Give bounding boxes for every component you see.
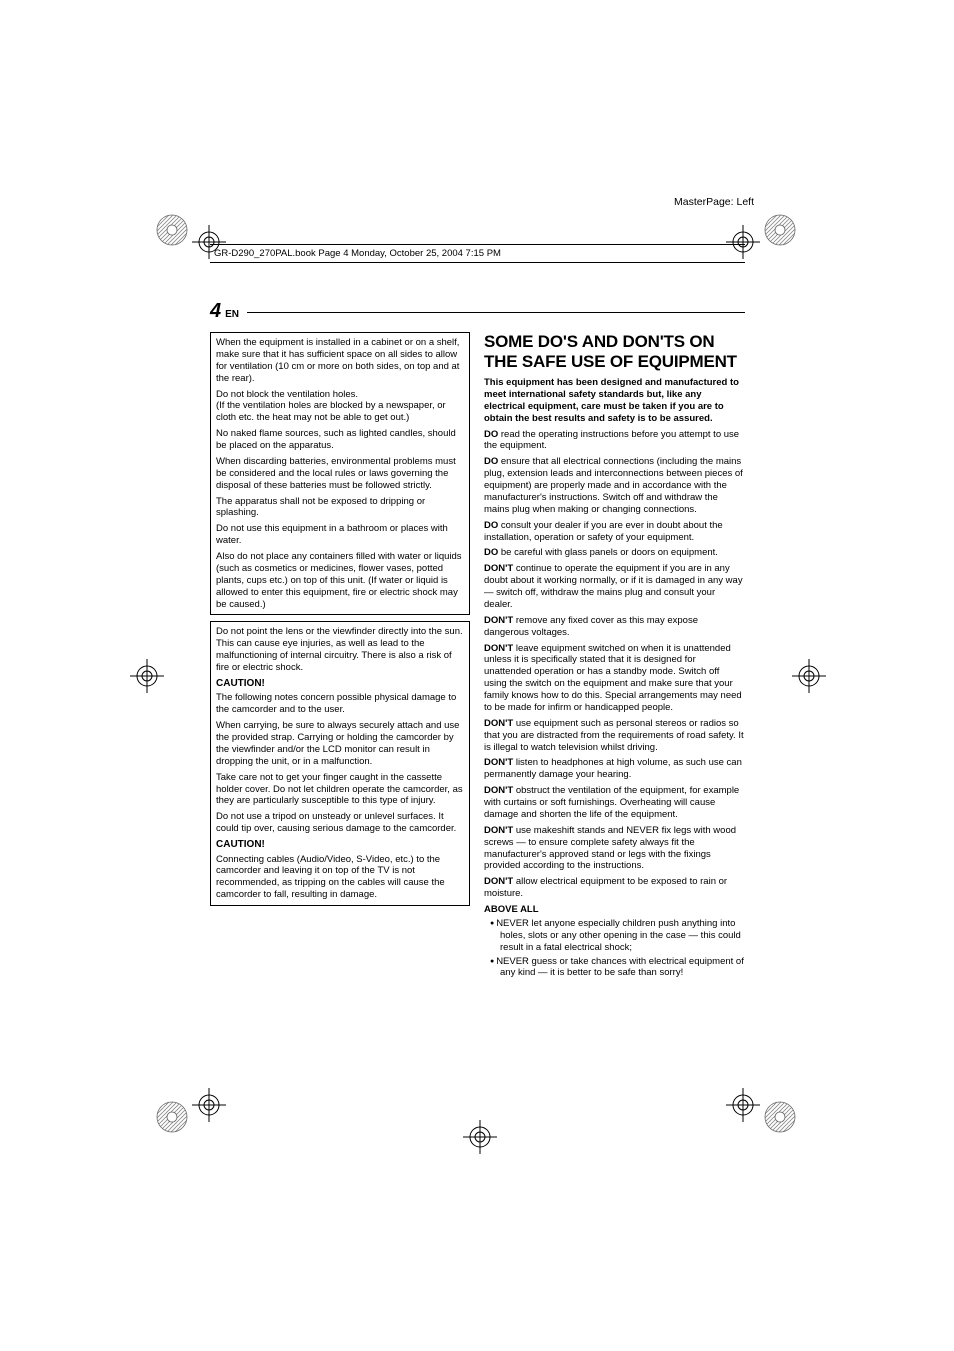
- dont-item: DON'T listen to headphones at high volum…: [484, 757, 744, 781]
- dont-item: DON'T remove any fixed cover as this may…: [484, 615, 744, 639]
- para: Connecting cables (Audio/Video, S-Video,…: [216, 854, 464, 902]
- para: Take care not to get your finger caught …: [216, 772, 464, 808]
- right-column: SOME DO'S AND DON'TS ON THE SAFE USE OF …: [484, 332, 744, 981]
- do-item: DO ensure that all electrical connection…: [484, 456, 744, 515]
- hatched-registration-mark: [155, 1100, 189, 1134]
- caution-heading: CAUTION!: [216, 839, 464, 852]
- dont-item: DON'T use equipment such as personal ste…: [484, 718, 744, 754]
- para: No naked flame sources, such as lighted …: [216, 428, 464, 452]
- above-all-heading: ABOVE ALL: [484, 904, 744, 916]
- do-item: DO be careful with glass panels or doors…: [484, 547, 744, 559]
- dont-item: DON'T use makeshift stands and NEVER fix…: [484, 825, 744, 873]
- do-item: DO consult your dealer if you are ever i…: [484, 520, 744, 544]
- horizontal-rule: [247, 312, 745, 313]
- para: Also do not place any containers filled …: [216, 551, 464, 610]
- para: When the equipment is installed in a cab…: [216, 337, 464, 385]
- para: When carrying, be sure to always securel…: [216, 720, 464, 768]
- hatched-registration-mark: [763, 1100, 797, 1134]
- dont-item: DON'T continue to operate the equipment …: [484, 563, 744, 611]
- dont-item: DON'T allow electrical equipment to be e…: [484, 876, 744, 900]
- dont-item: DON'T obstruct the ventilation of the eq…: [484, 785, 744, 821]
- header-bar: GR-D290_270PAL.book Page 4 Monday, Octob…: [210, 244, 745, 263]
- section-title: SOME DO'S AND DON'TS ON THE SAFE USE OF …: [484, 332, 744, 371]
- para: (If the ventilation holes are blocked by…: [216, 400, 464, 424]
- intro-para: This equipment has been designed and man…: [484, 377, 744, 425]
- para: Do not point the lens or the viewfinder …: [216, 626, 464, 674]
- content-columns: When the equipment is installed in a cab…: [210, 332, 745, 981]
- hatched-registration-mark: [155, 213, 189, 247]
- cross-registration-mark: [726, 1088, 760, 1122]
- cross-registration-mark: [463, 1120, 497, 1154]
- masterpage-label: MasterPage: Left: [674, 196, 754, 208]
- do-item: DO read the operating instructions befor…: [484, 429, 744, 453]
- dont-item: DON'T leave equipment switched on when i…: [484, 643, 744, 714]
- page-number: 4: [210, 300, 221, 323]
- caution-heading: CAUTION!: [216, 678, 464, 691]
- para: The apparatus shall not be exposed to dr…: [216, 496, 464, 520]
- safety-box-1: When the equipment is installed in a cab…: [210, 332, 470, 615]
- list-item: NEVER guess or take chances with electri…: [484, 956, 744, 980]
- hatched-registration-mark: [763, 213, 797, 247]
- para: Do not use this equipment in a bathroom …: [216, 523, 464, 547]
- language-label: EN: [225, 309, 239, 320]
- cross-registration-mark: [130, 659, 164, 693]
- list-item: NEVER let anyone especially children pus…: [484, 918, 744, 954]
- para: The following notes concern possible phy…: [216, 692, 464, 716]
- left-column: When the equipment is installed in a cab…: [210, 332, 470, 981]
- para: When discarding batteries, environmental…: [216, 456, 464, 492]
- page-number-row: 4 EN: [210, 300, 745, 323]
- para: Do not use a tripod on unsteady or unlev…: [216, 811, 464, 835]
- cross-registration-mark: [192, 1088, 226, 1122]
- safety-box-2: Do not point the lens or the viewfinder …: [210, 621, 470, 906]
- bullet-list: NEVER let anyone especially children pus…: [484, 918, 744, 979]
- para: Do not block the ventilation holes.: [216, 389, 464, 401]
- cross-registration-mark: [792, 659, 826, 693]
- cross-registration-mark: [192, 225, 226, 259]
- cross-registration-mark: [726, 225, 760, 259]
